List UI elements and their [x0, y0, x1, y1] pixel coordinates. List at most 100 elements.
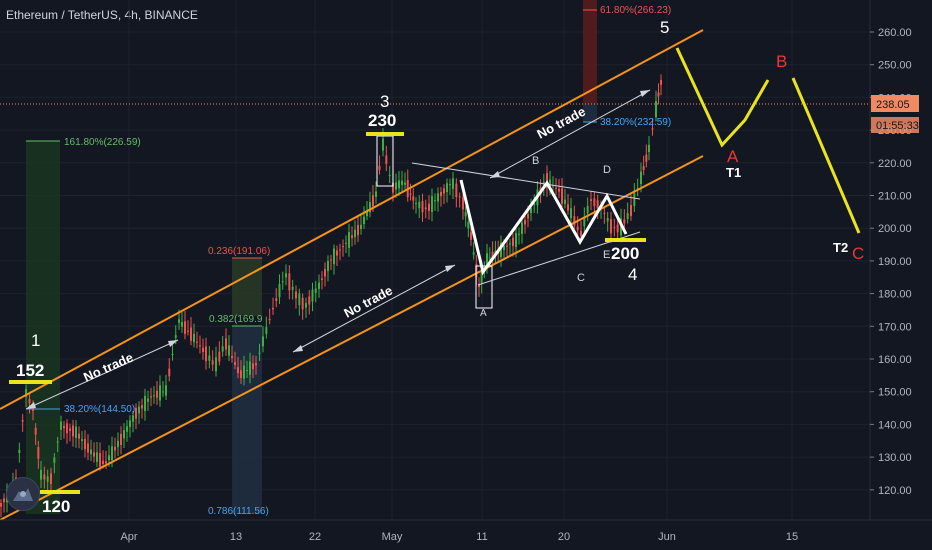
candle-body [651, 128, 654, 130]
candle-body [114, 446, 116, 451]
wave-4-price: 200 [611, 244, 639, 263]
candle-body [558, 188, 560, 192]
candle-body [348, 231, 350, 248]
arrowhead [490, 171, 500, 178]
candle-body [586, 206, 589, 213]
tradingview-logo[interactable] [6, 477, 40, 511]
fib-label-7: 38.20%(232.59) [600, 117, 671, 128]
candle-body [252, 363, 254, 370]
fib-zone-red [583, 0, 597, 104]
candle-body [75, 426, 77, 438]
candle-body [234, 362, 236, 365]
candle-body [305, 303, 307, 308]
logo-icon [13, 488, 33, 501]
candle-body [25, 389, 27, 397]
candle-body [642, 166, 645, 170]
arrowhead [445, 265, 455, 272]
candle-body [660, 79, 662, 85]
price-tick: 200.00 [878, 223, 912, 235]
candle-body [552, 185, 554, 187]
candle-body [298, 293, 301, 306]
fib-label-2: 38.20%(144.50) [64, 404, 135, 415]
candle-body [28, 399, 31, 404]
candle-body [561, 188, 563, 204]
candle-body [102, 460, 104, 465]
candle-body [314, 288, 317, 293]
candle-body [72, 425, 74, 437]
projection-c [791, 77, 861, 234]
candle-body [111, 446, 113, 461]
time-tick: 11 [476, 531, 487, 543]
time-axis[interactable]: Apr 13 22 May 11 20 Jun 15 [0, 519, 932, 550]
candle-body [421, 200, 424, 213]
candle-body [240, 370, 242, 378]
candle-body [63, 425, 65, 429]
candle-body [542, 181, 545, 187]
candle-body [272, 307, 274, 310]
projection-a [675, 47, 770, 148]
correction-b-label: B [776, 52, 787, 71]
candle-body [327, 261, 329, 272]
candle-body [181, 322, 183, 327]
candle-body [268, 319, 271, 321]
candle-body [105, 461, 107, 464]
candle-body [509, 243, 511, 245]
price-tick: 140.00 [878, 419, 912, 431]
candle-body [616, 224, 619, 233]
candle-body [515, 232, 517, 248]
candle-body [50, 473, 52, 484]
channel-lower [0, 155, 704, 521]
candle-body [60, 421, 62, 430]
no-trade-arrow-1 [25, 339, 179, 410]
candle-body [437, 193, 439, 202]
candle-body [308, 296, 311, 305]
candle-body [446, 183, 448, 193]
fib-zones [26, 0, 597, 514]
candle-body [275, 298, 278, 302]
candle-body [78, 433, 80, 439]
arrowhead [640, 90, 650, 97]
candle-body [56, 441, 59, 443]
candle-body [418, 201, 421, 209]
candle-body [409, 193, 412, 195]
candle-body [53, 457, 56, 463]
candle-body [440, 192, 442, 197]
candle-body [488, 257, 491, 259]
candle-body [330, 259, 332, 261]
candle-body [549, 179, 551, 187]
candle-body [132, 415, 134, 422]
candle-body [530, 207, 532, 214]
candle-body [613, 227, 616, 229]
candle-body [518, 233, 520, 235]
candle-body [243, 365, 245, 379]
fib-label-6: 61.80%(266.23) [600, 5, 671, 16]
candle-body [168, 368, 171, 377]
triangle-b-label: B [532, 155, 539, 167]
candle-body [141, 405, 143, 409]
wave-3-label: 3 [380, 92, 389, 111]
wave-5-label: 5 [660, 18, 669, 37]
current-price-tag [871, 95, 919, 112]
candle-body [521, 222, 523, 234]
candle-body [464, 211, 467, 217]
wave-1-price: 152 [16, 361, 44, 380]
candle-body [491, 251, 494, 260]
candle-body [590, 199, 592, 201]
candle-body [18, 449, 21, 454]
candle-body [291, 286, 294, 290]
candle-body [205, 346, 207, 362]
no-trade-label-3: No trade [534, 104, 588, 142]
candle-body [533, 203, 536, 205]
wave-low-price: 120 [42, 497, 70, 516]
candle-body [472, 252, 475, 255]
candle-body [404, 182, 406, 185]
time-tick: May [382, 531, 403, 543]
target-t1-label: T1 [726, 165, 741, 180]
candle-body [69, 428, 71, 431]
candle-body [333, 248, 335, 265]
candle-body [225, 338, 227, 350]
countdown-tag [871, 117, 919, 133]
price-axis[interactable]: 260.00250.00240.00230.00220.00210.00200.… [869, 0, 932, 520]
candle-body [657, 92, 660, 97]
